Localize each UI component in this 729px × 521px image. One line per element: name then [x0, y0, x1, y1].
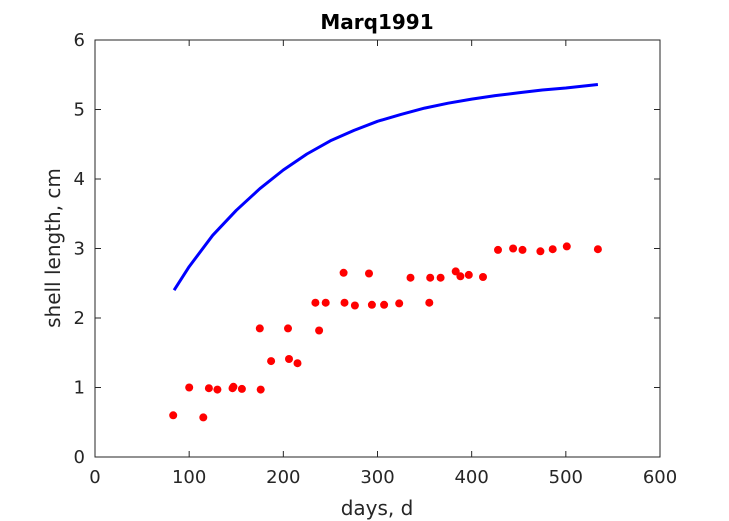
data-point [518, 245, 527, 254]
data-point [548, 245, 557, 254]
data-point [321, 298, 330, 307]
data-point [267, 357, 276, 366]
plot-area: 0 100 200 300 400 500 600 0 1 2 3 4 5 6 [74, 30, 678, 488]
y-tick-label: 2 [74, 308, 85, 329]
x-axis-label: days, d [341, 496, 414, 520]
data-point [311, 298, 320, 307]
data-point [199, 413, 208, 422]
data-point [315, 326, 324, 335]
x-tick-label: 400 [454, 467, 488, 488]
data-point [479, 273, 487, 281]
data-point [406, 273, 415, 282]
data-point [340, 298, 349, 307]
fit-curve-line [172, 83, 599, 292]
data-point [185, 383, 194, 392]
x-tick-label: 300 [360, 467, 394, 488]
data-point [380, 300, 389, 309]
y-tick-label: 5 [74, 100, 85, 121]
x-tick-label: 600 [643, 467, 677, 488]
chart-title: Marq1991 [320, 10, 433, 34]
data-point [255, 324, 264, 333]
y-axis-label: shell length, cm [41, 168, 65, 328]
x-tick-label: 0 [89, 467, 100, 488]
y-tick-label: 4 [74, 169, 85, 190]
data-point [169, 411, 178, 420]
data-point [464, 270, 473, 279]
data-point [367, 300, 376, 309]
x-tick-label: 100 [172, 467, 206, 488]
data-point [494, 245, 502, 254]
data-point [293, 359, 302, 368]
data-point [284, 324, 292, 333]
data-point [339, 268, 348, 277]
data-point [593, 245, 602, 254]
x-tick-label: 200 [266, 467, 300, 488]
data-point [350, 301, 359, 310]
data-point [456, 272, 465, 281]
data-point [229, 382, 238, 391]
y-tick-label: 6 [74, 30, 85, 51]
y-tick-label: 3 [74, 239, 85, 260]
data-point [213, 385, 222, 394]
x-tick-label: 500 [549, 467, 583, 488]
data-point [425, 298, 434, 307]
data-point [426, 273, 435, 282]
data-point [285, 355, 293, 363]
data-point [536, 247, 545, 256]
data-point [237, 384, 246, 393]
data-point [509, 244, 518, 253]
data-point [436, 273, 445, 282]
data-point [256, 385, 265, 394]
data-point [562, 242, 571, 251]
y-tick-label: 0 [74, 447, 85, 468]
data-point [395, 299, 404, 308]
data-point [365, 269, 373, 278]
y-tick-label: 1 [74, 378, 85, 399]
data-point [204, 384, 213, 393]
